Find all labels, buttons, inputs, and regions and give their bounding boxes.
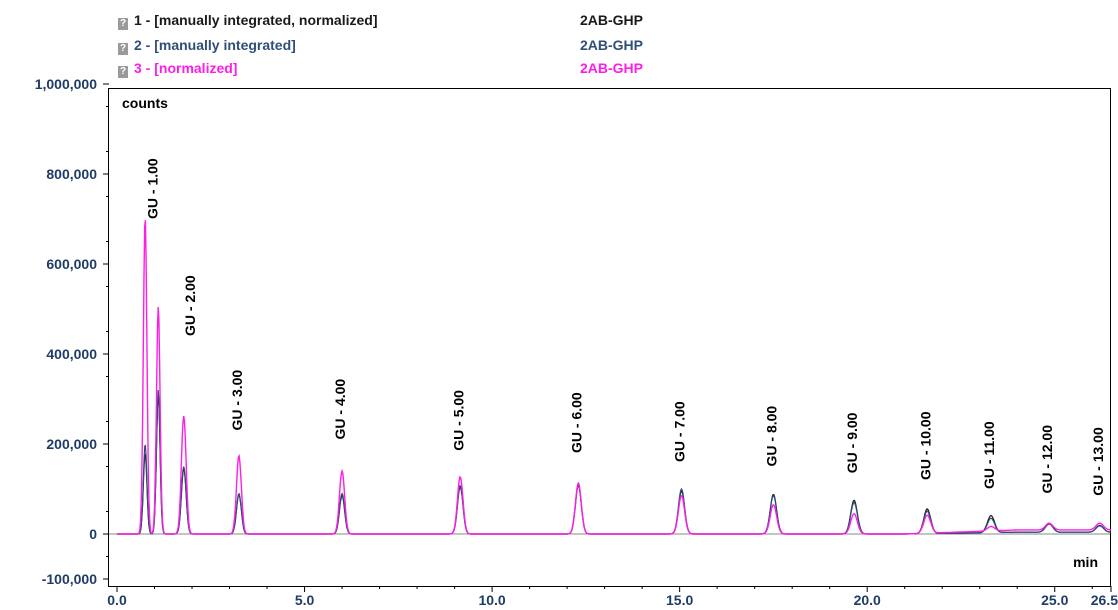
y-tick-label: 0	[89, 526, 97, 542]
peak-label: GU - 3.00	[229, 370, 245, 431]
series-layer	[117, 220, 1112, 535]
y-tick-label: 400,000	[46, 346, 97, 362]
legend-method: 2AB-GHP	[580, 12, 644, 28]
peak-label: GU - 1.00	[145, 158, 161, 219]
legend-item-1[interactable]: ? 1 - [manually integrated, normalized] 2…	[118, 12, 643, 30]
y-tick-label: 200,000	[46, 436, 97, 452]
legend-label: 1 - [manually integrated, normalized]	[134, 12, 378, 28]
x-tick-label: 5.0	[295, 592, 315, 608]
peak-label: GU - 10.00	[917, 411, 933, 480]
y-tick-label: 800,000	[46, 166, 97, 182]
y-tick-label: -100,000	[42, 571, 97, 587]
legend-label: 3 - [normalized]	[134, 60, 238, 76]
peak-label: GU - 2.00	[182, 275, 198, 336]
x-tick-label: 0.0	[107, 592, 127, 608]
x-tick-label: 15.0	[666, 592, 693, 608]
x-tick-label: 20.0	[854, 592, 881, 608]
legend-item-2[interactable]: ? 2 - [manually integrated] 2AB-GHP	[118, 37, 643, 55]
peak-label: GU - 5.00	[450, 390, 466, 451]
x-tick-label: 25.0	[1041, 592, 1068, 608]
chromatogram-status-icon: ?	[118, 18, 128, 30]
peak-label: GU - 6.00	[568, 392, 584, 453]
series-line-3	[117, 220, 1112, 535]
y-axis: -100,000 0 200,000 400,000 600,000 800,000 1,0…	[35, 76, 109, 587]
y-tick-label: 1,000,000	[35, 76, 97, 92]
legend-method: 2AB-GHP	[580, 60, 644, 76]
legend-label: 2 - [manually integrated]	[134, 37, 296, 53]
x-tick-label: 26.5	[1091, 592, 1118, 608]
plot-frame	[108, 88, 1111, 587]
peak-label: GU - 11.00	[981, 421, 997, 489]
peak-label: GU - 8.00	[764, 406, 780, 467]
y-axis-label: counts	[122, 95, 168, 111]
x-axis: 0.0 5.0 10.0 15.0 20.0 25.0 26.5	[107, 586, 1118, 608]
series-line-1	[117, 394, 1111, 535]
peak-label: GU - 7.00	[672, 401, 688, 462]
legend-method: 2AB-GHP	[580, 37, 644, 53]
chromatogram-status-icon: ?	[118, 43, 128, 55]
peak-label: GU - 12.00	[1039, 425, 1055, 494]
legend-item-3[interactable]: ? 3 - [normalized] 2AB-GHP	[118, 60, 643, 78]
peak-label: GU - 4.00	[332, 379, 348, 440]
x-axis-label: min	[1073, 554, 1098, 570]
peak-annotations: GU - 1.00 GU - 2.00 GU - 3.00 GU - 4.00 GU -…	[145, 158, 1106, 496]
series-line-2	[117, 390, 1111, 535]
peak-label: GU - 9.00	[844, 412, 860, 473]
chromatogram-status-icon: ?	[118, 66, 128, 78]
x-tick-label: 10.0	[478, 592, 505, 608]
y-tick-label: 600,000	[46, 256, 97, 272]
peak-label: GU - 13.00	[1090, 427, 1106, 496]
